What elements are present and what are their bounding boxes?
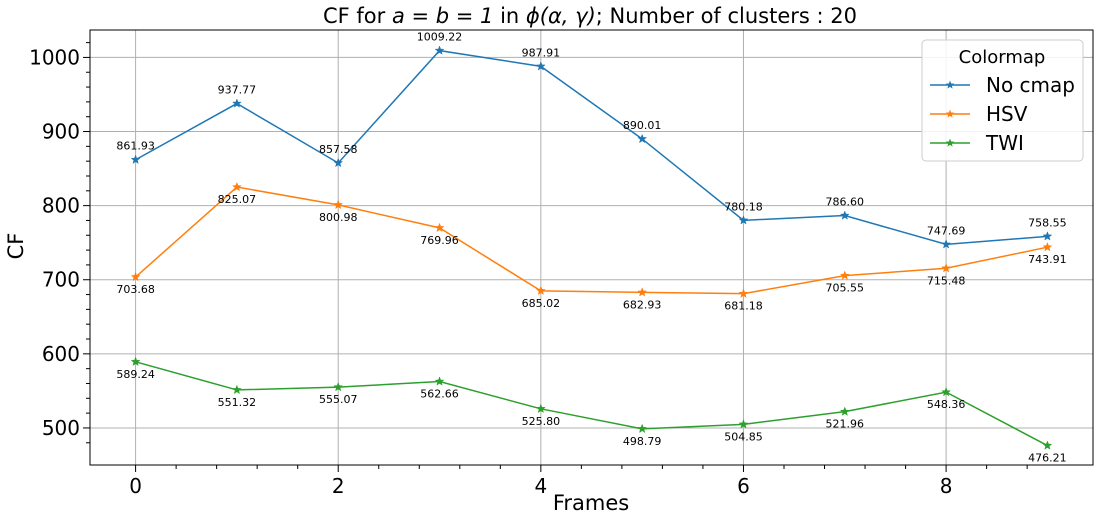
data-point-marker [738, 419, 749, 429]
data-point-marker [738, 215, 749, 225]
data-value-label: 551.32 [218, 396, 257, 409]
data-value-label: 504.85 [724, 430, 763, 443]
data-point-marker [434, 222, 445, 233]
legend-entry-label: TWI [985, 131, 1024, 155]
data-point-marker [130, 154, 141, 164]
data-point-marker [130, 356, 141, 367]
data-point-marker [535, 61, 546, 71]
data-value-label: 1009.22 [417, 31, 463, 44]
data-value-label: 857.58 [319, 143, 358, 156]
series-line-0 [135, 49, 1048, 246]
chart-title: CF for a = b = 1 in ϕ(α, γ); Number of c… [323, 4, 857, 28]
series-lines [130, 45, 1053, 450]
legend-swatch-marker [945, 109, 955, 118]
data-point-marker [434, 376, 445, 386]
data-value-label: 987.91 [522, 46, 561, 59]
data-point-marker [535, 403, 546, 414]
y-tick-label: 800 [42, 194, 80, 218]
data-point-marker [231, 98, 242, 108]
data-point-marker [130, 271, 141, 282]
data-value-label: 685.02 [522, 297, 561, 310]
y-axis-label: CF [4, 233, 28, 260]
series-line-2 [135, 361, 1048, 447]
data-value-label: 589.24 [116, 368, 155, 381]
data-value-label: 498.79 [623, 435, 662, 448]
data-point-marker [941, 263, 952, 273]
y-tick-label: 900 [42, 120, 80, 144]
data-point-marker [637, 133, 648, 144]
data-value-label: 769.96 [420, 234, 459, 247]
data-point-marker [941, 239, 952, 249]
data-value-label: 705.55 [826, 282, 865, 295]
data-value-label: 681.18 [724, 300, 763, 313]
data-value-label: 825.07 [218, 193, 257, 206]
data-value-label: 743.91 [1028, 253, 1067, 266]
data-point-marker [839, 406, 850, 416]
plot-frame [89, 29, 1094, 466]
data-value-label: 758.55 [1028, 216, 1067, 229]
data-point-marker [839, 210, 850, 220]
data-point-marker [1042, 440, 1053, 450]
data-point-marker [333, 381, 344, 392]
x-tick-label: 6 [737, 474, 750, 498]
data-point-marker [637, 423, 648, 434]
chart-title-middle: in [493, 4, 526, 28]
data-point-marker [333, 199, 344, 210]
legend-entry-label: No cmap [986, 73, 1075, 97]
axis-ticks: 500 600 700 800 900 1000 0 2 4 6 8 [29, 42, 1028, 498]
data-value-label: 937.77 [218, 84, 257, 97]
data-value-label: 548.36 [927, 398, 966, 411]
y-tick-label: 600 [42, 342, 80, 366]
legend-swatch-marker [945, 80, 955, 89]
x-axis-label: Frames [553, 491, 629, 515]
data-value-label: 786.60 [826, 196, 865, 209]
data-value-label: 476.21 [1028, 452, 1067, 465]
legend-entry-label: HSV [986, 102, 1028, 126]
data-point-marker [434, 45, 445, 55]
chart-title-prefix: CF for [323, 4, 392, 28]
data-value-label: 715.48 [927, 274, 966, 287]
x-tick-label: 2 [332, 474, 345, 498]
x-tick-label: 4 [534, 474, 547, 498]
y-tick-label: 1000 [29, 45, 80, 69]
data-point-marker [637, 287, 648, 297]
data-point-marker [1042, 241, 1053, 252]
data-value-label: 861.93 [116, 140, 155, 153]
data-value-label: 562.66 [420, 388, 459, 401]
data-value-label: 800.98 [319, 211, 358, 224]
data-point-marker [333, 157, 344, 168]
chart-title-math: a = b = 1 [392, 4, 493, 28]
chart-title-suffix: ; Number of clusters : 20 [596, 4, 857, 28]
data-point-marker [839, 270, 850, 280]
y-tick-label: 700 [42, 268, 80, 292]
data-value-label: 703.68 [116, 283, 155, 296]
data-value-label: 555.07 [319, 393, 358, 406]
y-tick-label: 500 [42, 416, 80, 440]
data-labels: 861.93 937.77 857.58 1009.22 987.91 890.01 780… [116, 31, 1066, 465]
series-line-1 [135, 186, 1048, 295]
data-point-marker [941, 386, 952, 397]
data-point-marker [231, 181, 242, 192]
legend: Colormap No cmap HSV TWI [921, 39, 1084, 162]
data-value-label: 682.93 [623, 298, 662, 311]
data-value-label: 525.80 [522, 415, 561, 428]
data-point-marker [1042, 231, 1053, 241]
data-value-label: 747.69 [927, 224, 966, 237]
legend-box [921, 39, 1084, 162]
x-tick-label: 0 [129, 474, 142, 498]
legend-title: Colormap [959, 47, 1046, 68]
data-value-label: 890.01 [623, 119, 662, 132]
data-value-label: 780.18 [724, 200, 763, 213]
data-point-marker [738, 288, 749, 298]
data-value-label: 521.96 [826, 418, 865, 431]
data-point-marker [535, 285, 546, 296]
x-tick-label: 8 [940, 474, 953, 498]
legend-swatch-marker [945, 138, 955, 147]
chart-title-math2: ϕ(α, γ) [526, 4, 596, 28]
data-point-marker [231, 384, 242, 395]
